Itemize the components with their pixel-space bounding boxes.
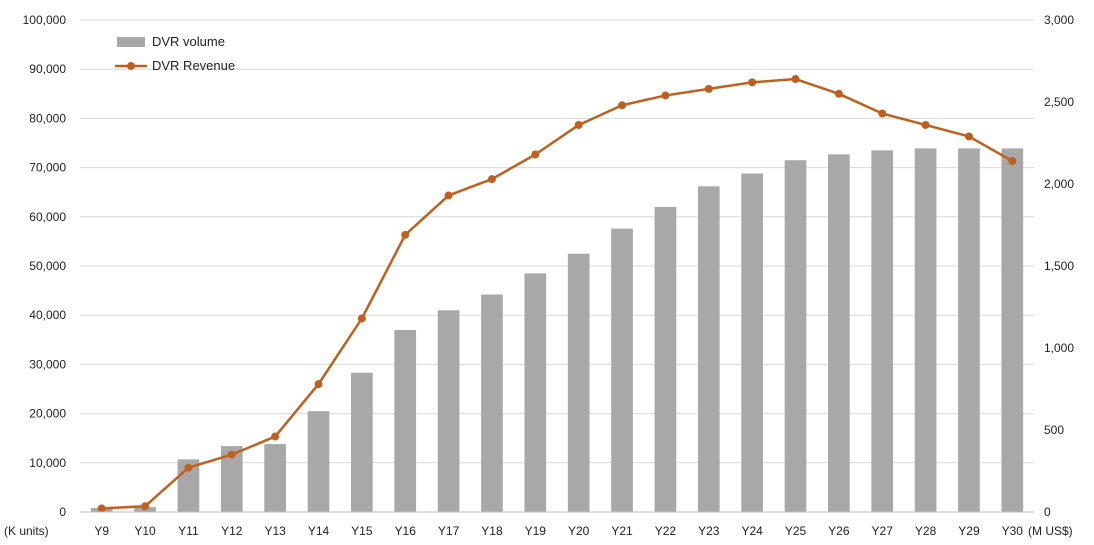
line-series xyxy=(97,75,1017,513)
point-revenue xyxy=(141,502,150,511)
right-axis-tick-label: 3,000 xyxy=(1044,13,1074,27)
x-axis-tick-label: Y30 xyxy=(1002,524,1024,538)
x-axis-tick-label: Y24 xyxy=(741,524,763,538)
bar-volume xyxy=(741,173,763,512)
x-axis-tick-label: Y13 xyxy=(264,524,286,538)
bar-volume xyxy=(567,253,590,512)
x-axis-tick-label: Y28 xyxy=(915,524,937,538)
point-revenue xyxy=(97,504,106,513)
left-axis-unit-label: (K units) xyxy=(4,524,49,538)
x-axis-tick-label: Y9 xyxy=(94,524,109,538)
left-axis-tick-label: 90,000 xyxy=(29,62,66,76)
point-revenue xyxy=(834,89,843,98)
x-axis-tick-label: Y10 xyxy=(134,524,156,538)
axes: 0 10,000 20,000 30,000 40,000 50,000 60,000 70,… xyxy=(23,13,1075,538)
x-axis-tick-label: Y29 xyxy=(958,524,980,538)
left-axis-tick-label: 10,000 xyxy=(29,456,66,470)
point-revenue xyxy=(791,75,800,84)
left-axis-tick-label: 50,000 xyxy=(29,259,66,273)
legend-swatch-volume xyxy=(117,37,145,47)
bar-volume xyxy=(828,154,850,513)
left-axis-tick-label: 40,000 xyxy=(29,308,66,322)
x-axis-tick-label: Y16 xyxy=(395,524,417,538)
bar-volume xyxy=(524,273,547,512)
x-axis-tick-label: Y12 xyxy=(221,524,243,538)
bar-volume xyxy=(958,148,980,513)
right-axis-unit-label: (M US$) xyxy=(1028,524,1073,538)
left-axis-tick-label: 20,000 xyxy=(29,407,66,421)
left-axis-tick-label: 30,000 xyxy=(29,357,66,371)
legend: DVR volume DVR Revenue xyxy=(115,34,235,73)
legend-label-volume: DVR volume xyxy=(152,34,225,49)
legend-label-revenue: DVR Revenue xyxy=(152,58,235,73)
bar-volume xyxy=(437,310,460,512)
x-axis-tick-label: Y18 xyxy=(481,524,503,538)
bar-volume xyxy=(914,148,937,513)
x-axis-tick-label: Y11 xyxy=(178,524,199,538)
x-axis-tick-label: Y15 xyxy=(351,524,373,538)
left-axis-tick-label: 100,000 xyxy=(23,13,67,27)
gridlines xyxy=(80,19,1034,464)
bar-volume xyxy=(611,228,633,512)
left-axis-tick-label: 60,000 xyxy=(29,210,66,224)
x-axis-tick-label: Y26 xyxy=(828,524,850,538)
bar-volume xyxy=(784,160,807,512)
point-revenue xyxy=(748,78,757,87)
bar-volume xyxy=(654,206,677,512)
right-axis-tick-label: 500 xyxy=(1044,423,1064,437)
line-revenue xyxy=(101,77,1013,510)
bar-volume xyxy=(697,186,720,512)
x-axis-tick-label: Y21 xyxy=(611,524,633,538)
x-axis-tick-label: Y19 xyxy=(525,524,547,538)
point-revenue xyxy=(444,191,453,200)
x-axis-tick-label: Y17 xyxy=(438,524,460,538)
point-revenue xyxy=(271,432,280,441)
right-axis-tick-label: 2,000 xyxy=(1044,177,1074,191)
right-axis-tick-label: 1,000 xyxy=(1044,341,1074,355)
left-axis-tick-label: 70,000 xyxy=(29,161,66,175)
point-revenue xyxy=(964,132,973,141)
point-revenue xyxy=(878,109,887,118)
bar-volume xyxy=(264,444,286,512)
x-axis-tick-label: Y20 xyxy=(568,524,590,538)
left-axis-tick-label: 80,000 xyxy=(29,111,66,125)
x-axis-tick-label: Y27 xyxy=(872,524,894,538)
bar-volume xyxy=(220,446,243,512)
bar-volume xyxy=(351,372,373,512)
right-axis-tick-label: 0 xyxy=(1044,505,1051,519)
point-revenue xyxy=(227,450,236,459)
right-axis-tick-label: 2,500 xyxy=(1044,95,1074,109)
bar-volume xyxy=(307,411,330,512)
x-axis-tick-label: Y25 xyxy=(785,524,807,538)
left-axis-tick-label: 0 xyxy=(59,505,66,519)
x-axis-tick-label: Y23 xyxy=(698,524,720,538)
point-revenue xyxy=(704,84,713,93)
x-axis-tick-label: Y14 xyxy=(308,524,330,538)
point-revenue xyxy=(401,230,410,239)
bar-volume xyxy=(1001,148,1024,513)
legend-marker-revenue xyxy=(127,62,135,70)
x-axis-tick-label: Y22 xyxy=(655,524,677,538)
point-revenue xyxy=(574,120,583,129)
bar-volume xyxy=(871,150,894,512)
point-revenue xyxy=(184,463,193,472)
point-revenue xyxy=(661,91,670,100)
bar-series xyxy=(90,148,1024,513)
point-revenue xyxy=(314,380,323,389)
right-axis-tick-label: 1,500 xyxy=(1044,259,1074,273)
point-revenue xyxy=(618,101,627,110)
bar-volume xyxy=(481,294,503,512)
point-revenue xyxy=(531,150,540,159)
point-revenue xyxy=(487,175,496,184)
point-revenue xyxy=(921,120,930,129)
point-revenue xyxy=(357,314,366,323)
bar-volume xyxy=(394,329,417,512)
point-revenue xyxy=(1008,157,1017,166)
